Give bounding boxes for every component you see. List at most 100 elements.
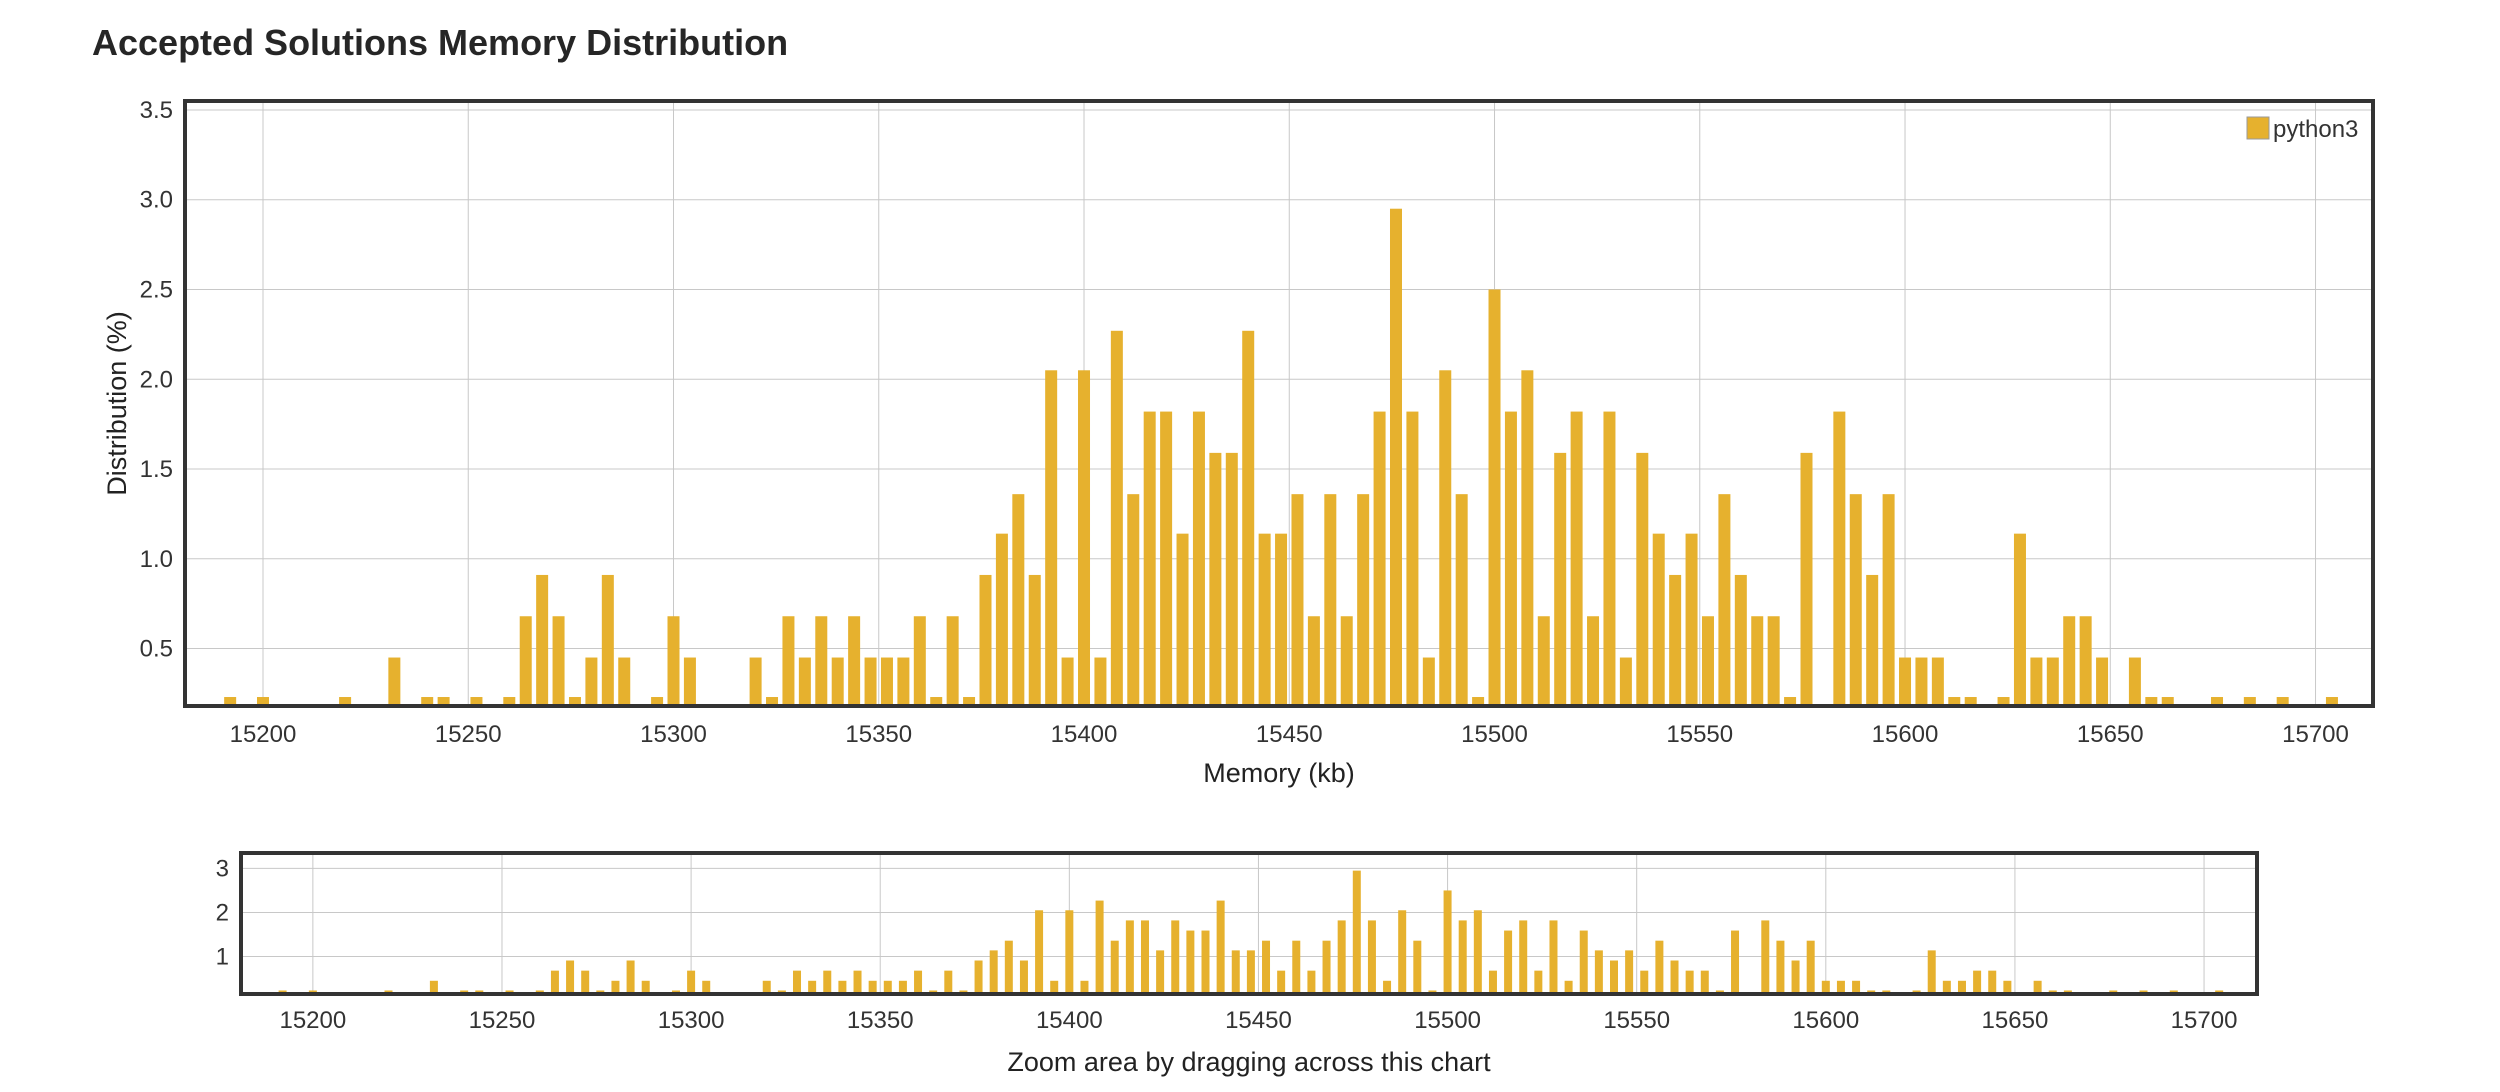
nav-bar[interactable] (1231, 950, 1240, 994)
main-bar[interactable] (421, 697, 434, 706)
nav-bar[interactable] (1050, 980, 1059, 994)
main-bar[interactable] (1669, 574, 1682, 706)
main-bar[interactable] (1061, 657, 1074, 706)
nav-bar[interactable] (1292, 940, 1301, 994)
navigator-frame[interactable] (239, 851, 2259, 996)
main-bar[interactable] (1948, 697, 1961, 706)
main-bar[interactable] (1849, 494, 1862, 706)
main-bar[interactable] (2030, 657, 2043, 706)
nav-bar[interactable] (429, 980, 438, 994)
main-bar[interactable] (864, 657, 877, 706)
main-bar[interactable] (1554, 452, 1567, 706)
nav-bar[interactable] (1609, 960, 1618, 994)
main-bar[interactable] (1422, 657, 1435, 706)
main-bar[interactable] (1324, 494, 1337, 706)
nav-bar[interactable] (1731, 930, 1740, 994)
nav-bar[interactable] (762, 980, 771, 994)
main-bar[interactable] (1127, 494, 1140, 706)
nav-bar[interactable] (793, 970, 802, 994)
main-bar[interactable] (1521, 370, 1534, 706)
main-bar[interactable] (1291, 494, 1304, 706)
main-bar[interactable] (749, 657, 762, 706)
main-bar[interactable] (946, 616, 959, 706)
main-bar[interactable] (1718, 494, 1731, 706)
main-bar[interactable] (1389, 208, 1402, 706)
main-bar[interactable] (979, 574, 992, 706)
main-bar[interactable] (536, 574, 549, 706)
main-bar[interactable] (766, 697, 779, 706)
main-bar[interactable] (519, 616, 532, 706)
main-bar[interactable] (1587, 616, 1600, 706)
main-bar[interactable] (1406, 411, 1419, 706)
nav-bar[interactable] (1957, 980, 1966, 994)
main-bar[interactable] (1176, 533, 1189, 706)
main-bar[interactable] (1866, 574, 1879, 706)
nav-bar[interactable] (1322, 940, 1331, 994)
main-bar[interactable] (1258, 533, 1271, 706)
nav-bar[interactable] (1519, 920, 1528, 994)
legend-swatch-python3[interactable] (2246, 116, 2270, 140)
main-bar[interactable] (339, 697, 352, 706)
main-bar[interactable] (1931, 657, 1944, 706)
main-bar[interactable] (1455, 494, 1468, 706)
main-bar[interactable] (667, 616, 680, 706)
nav-bar[interactable] (1473, 910, 1482, 994)
nav-bar[interactable] (1564, 980, 1573, 994)
main-bar[interactable] (1652, 533, 1665, 706)
nav-bar[interactable] (626, 960, 635, 994)
main-bar[interactable] (1012, 494, 1025, 706)
main-bar[interactable] (1078, 370, 1091, 706)
nav-bar[interactable] (868, 980, 877, 994)
main-bar[interactable] (2161, 697, 2174, 706)
main-bar[interactable] (1143, 411, 1156, 706)
main-bar[interactable] (1800, 452, 1813, 706)
main-bar[interactable] (1685, 533, 1698, 706)
main-bar[interactable] (1045, 370, 1058, 706)
nav-bar[interactable] (1216, 900, 1225, 994)
main-bar[interactable] (1242, 330, 1255, 706)
nav-bar[interactable] (1579, 930, 1588, 994)
nav-bar[interactable] (1655, 940, 1664, 994)
main-bar[interactable] (995, 533, 1008, 706)
main-bar[interactable] (798, 657, 811, 706)
nav-bar[interactable] (1398, 910, 1407, 994)
main-bar[interactable] (2063, 616, 2076, 706)
main-bar[interactable] (1619, 657, 1632, 706)
main-bar[interactable] (1734, 574, 1747, 706)
nav-bar[interactable] (1171, 920, 1180, 994)
main-bar[interactable] (1997, 697, 2010, 706)
main-bar[interactable] (897, 657, 910, 706)
nav-bar[interactable] (2033, 980, 2042, 994)
nav-bar[interactable] (1140, 920, 1149, 994)
legend[interactable]: python3 (2246, 116, 2358, 143)
main-bar[interactable] (1472, 697, 1485, 706)
nav-bar[interactable] (1488, 970, 1497, 994)
nav-bar[interactable] (687, 970, 696, 994)
main-bar[interactable] (1094, 657, 1107, 706)
main-bar[interactable] (1504, 411, 1517, 706)
main-bar[interactable] (1307, 616, 1320, 706)
nav-bar[interactable] (1594, 950, 1603, 994)
nav-bar[interactable] (641, 980, 650, 994)
nav-bar[interactable] (1670, 960, 1679, 994)
nav-bar[interactable] (1640, 970, 1649, 994)
nav-bar[interactable] (2003, 980, 2012, 994)
nav-bar[interactable] (581, 970, 590, 994)
nav-bar[interactable] (838, 980, 847, 994)
nav-bar[interactable] (1246, 950, 1255, 994)
main-bar[interactable] (2243, 697, 2256, 706)
main-bar[interactable] (568, 697, 581, 706)
main-bar[interactable] (1570, 411, 1583, 706)
main-bar[interactable] (1751, 616, 1764, 706)
nav-bar[interactable] (1791, 960, 1800, 994)
main-bar[interactable] (2046, 657, 2059, 706)
nav-bar[interactable] (1806, 940, 1815, 994)
main-bar[interactable] (2013, 533, 2026, 706)
main-bar[interactable] (1915, 657, 1928, 706)
main-bar[interactable] (1882, 494, 1895, 706)
nav-bar[interactable] (1821, 980, 1830, 994)
main-bar[interactable] (963, 697, 976, 706)
nav-bar[interactable] (1262, 940, 1271, 994)
main-bar[interactable] (437, 697, 450, 706)
nav-bar[interactable] (1625, 950, 1634, 994)
